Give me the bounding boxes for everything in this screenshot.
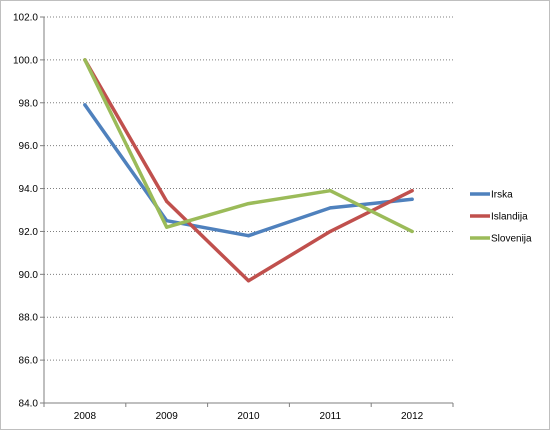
y-tick-label: 92.0 [19, 227, 39, 238]
data-point-irska [410, 197, 414, 201]
data-point-slovenija [328, 189, 332, 193]
y-tick-label: 94.0 [19, 184, 39, 195]
data-point-islandija [165, 199, 169, 204]
y-tick-label: 84.0 [19, 399, 39, 410]
data-point-slovenija [410, 229, 414, 234]
y-tick-label: 90.0 [19, 270, 39, 281]
legend-label-irska: Irska [491, 190, 513, 201]
legend-label-slovenija: Slovenija [491, 234, 532, 245]
x-tick-label: 2011 [320, 411, 342, 422]
y-tick-label: 86.0 [19, 356, 39, 367]
y-tick-label: 96.0 [19, 141, 39, 152]
y-tick-label: 88.0 [19, 313, 39, 324]
data-point-slovenija [83, 58, 87, 62]
data-point-irska [246, 234, 251, 238]
series-line-islandija [83, 58, 414, 283]
x-tick-label: 2009 [156, 411, 179, 422]
data-point-islandija [410, 189, 414, 193]
data-point-irska [328, 206, 332, 210]
x-tick-label: 2008 [74, 411, 97, 422]
data-point-slovenija [165, 225, 169, 229]
x-tick-label: 2012 [401, 411, 424, 422]
data-point-islandija [246, 279, 251, 283]
data-point-slovenija [246, 201, 251, 206]
y-tick-label: 102.0 [13, 13, 38, 24]
y-tick-label: 98.0 [19, 98, 39, 109]
data-point-irska [83, 103, 87, 107]
legend-label-islandija: Islandija [491, 212, 528, 223]
y-tick-label: 100.0 [13, 55, 38, 66]
x-tick-label: 2010 [237, 411, 260, 422]
data-point-islandija [328, 229, 332, 234]
data-point-irska [165, 219, 169, 223]
